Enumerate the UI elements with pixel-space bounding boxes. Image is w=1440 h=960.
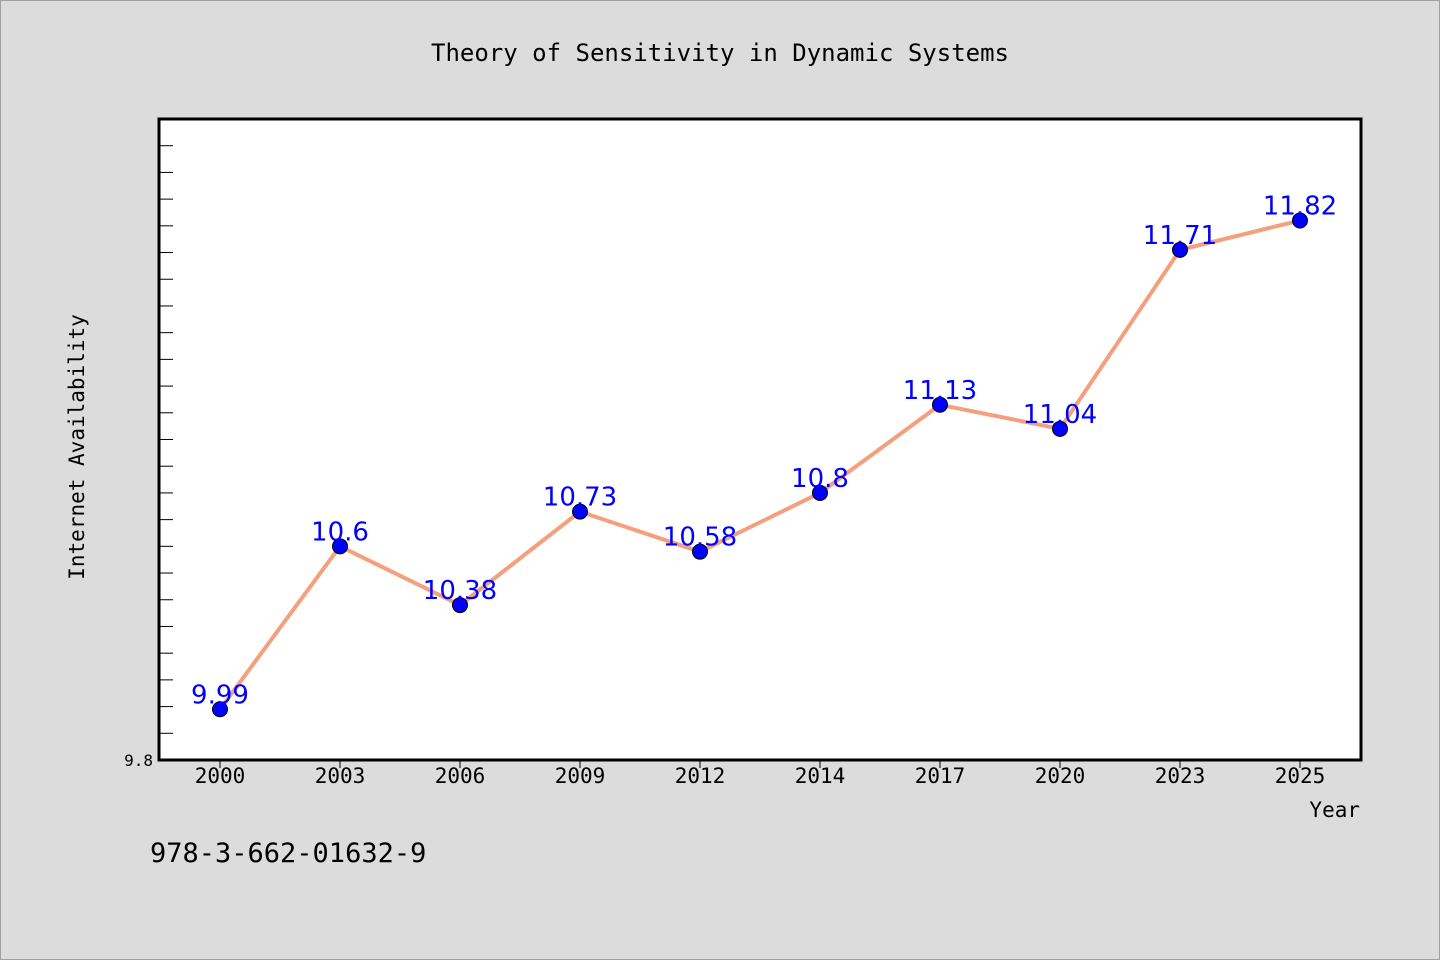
data-label: 11.04 xyxy=(1023,400,1097,430)
x-tick-label: 2025 xyxy=(1275,764,1326,788)
x-tick-label: 2017 xyxy=(915,764,966,788)
data-point xyxy=(1052,420,1068,437)
data-point xyxy=(1172,241,1188,258)
data-point xyxy=(932,396,948,413)
data-point xyxy=(572,503,588,520)
data-label: 10.8 xyxy=(791,464,849,494)
series-line xyxy=(218,218,1301,711)
data-label: 9.99 xyxy=(191,680,249,710)
y-axis-label: Internet Availability xyxy=(65,314,89,580)
data-point xyxy=(812,484,828,501)
data-markers xyxy=(212,212,1308,718)
isbn-text: 978-3-662-01632-9 xyxy=(150,838,426,869)
data-point xyxy=(692,543,708,560)
y-axis-ticks xyxy=(159,145,173,761)
x-axis-label: Year xyxy=(1309,798,1360,822)
data-label: 10.73 xyxy=(543,483,617,513)
data-labels: 9.99 10.6 10.38 10.73 10.58 10.8 11.13 11.04 11.… xyxy=(191,191,1337,710)
x-axis-ticks xyxy=(219,760,1301,768)
data-point xyxy=(1292,212,1308,229)
x-tick-label: 2006 xyxy=(435,764,486,788)
x-tick-label: 2020 xyxy=(1035,764,1086,788)
chart-title: Theory of Sensitivity in Dynamic Systems xyxy=(431,39,1009,67)
x-tick-label: 2003 xyxy=(315,764,366,788)
data-label: 11.71 xyxy=(1143,221,1217,251)
data-label: 10.6 xyxy=(311,517,369,547)
y-tick-label: 9.8 xyxy=(124,751,153,770)
x-tick-label: 2012 xyxy=(675,764,726,788)
data-point xyxy=(332,538,348,555)
x-axis-tick-labels: 2000 2003 2006 2009 2012 2014 2017 2020 2023 2025 xyxy=(195,764,1326,788)
data-point xyxy=(452,597,468,614)
data-point xyxy=(212,701,228,718)
data-label: 10.38 xyxy=(423,576,497,606)
x-tick-label: 2023 xyxy=(1155,764,1206,788)
data-label: 11.82 xyxy=(1263,191,1337,221)
data-label: 11.13 xyxy=(903,376,977,406)
x-tick-label: 2000 xyxy=(195,764,246,788)
plot-area xyxy=(157,117,1363,762)
data-label: 10.58 xyxy=(663,523,737,553)
x-tick-label: 2009 xyxy=(555,764,606,788)
x-tick-label: 2014 xyxy=(795,764,846,788)
